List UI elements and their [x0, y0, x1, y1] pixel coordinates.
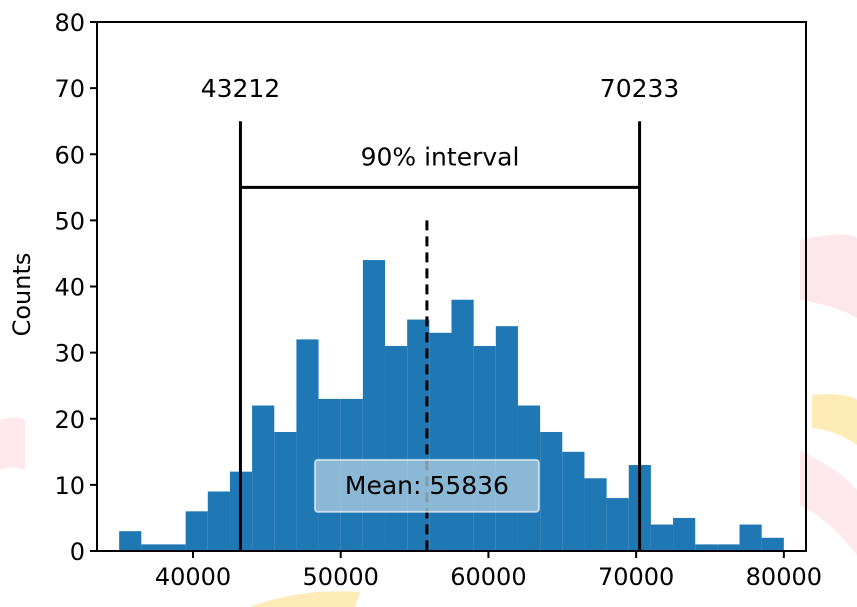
- histogram-bar: [274, 431, 297, 551]
- histogram-bar: [540, 431, 563, 551]
- histogram-bar: [119, 531, 142, 551]
- y-tick-label: 40: [54, 274, 85, 302]
- histogram-bar: [761, 537, 784, 551]
- histogram-bar: [141, 544, 164, 551]
- histogram-bar: [739, 524, 762, 551]
- x-tick-label: 40000: [155, 563, 231, 591]
- interval-lower-label: 43212: [201, 74, 281, 103]
- histogram-bar: [473, 346, 496, 551]
- x-tick-label: 60000: [450, 563, 526, 591]
- histogram-bar: [163, 544, 186, 551]
- y-tick-label: 80: [54, 9, 85, 37]
- histogram-bar: [606, 498, 629, 551]
- histogram-bar: [695, 544, 718, 551]
- histogram-bar: [185, 511, 208, 551]
- y-tick-label: 0: [70, 538, 85, 566]
- histogram-bar: [207, 491, 230, 551]
- y-tick-label: 70: [54, 75, 85, 103]
- pink-swoosh-bottom: [800, 450, 857, 555]
- histogram-bar: [296, 339, 319, 551]
- y-tick-label: 20: [54, 406, 85, 434]
- yellow-swoosh: [812, 394, 857, 445]
- histogram-bar: [673, 517, 696, 551]
- x-tick-label: 50000: [303, 563, 379, 591]
- histogram-bar: [584, 478, 607, 551]
- y-tick-label: 30: [54, 340, 85, 368]
- x-axis-ticks: 40000 50000 60000 70000 80000: [155, 551, 822, 591]
- interval-upper-label: 70233: [600, 74, 680, 103]
- interval-annotation: 43212 70233 90% interval: [201, 74, 680, 551]
- y-tick-label: 50: [54, 207, 85, 235]
- y-tick-label: 10: [54, 472, 85, 500]
- histogram-bar: [252, 405, 275, 551]
- mean-label: Mean: 55836: [345, 471, 509, 500]
- mean-label-box: [313, 458, 540, 513]
- pink-swoosh: [800, 234, 857, 318]
- left-pink-swoosh: [0, 417, 25, 470]
- histogram-bar: [385, 346, 408, 551]
- histogram-bar: [451, 299, 474, 551]
- y-axis-label: Counts: [8, 253, 36, 337]
- interval-label: 90% interval: [361, 142, 520, 171]
- x-tick-label: 80000: [746, 563, 822, 591]
- bottom-yellow-swoosh: [250, 591, 360, 607]
- histogram-bar: [495, 326, 518, 551]
- mean-annotation: Mean: 55836: [313, 458, 540, 513]
- histogram-bar: [717, 544, 740, 551]
- histogram-bar: [650, 524, 674, 551]
- histogram-bar: [429, 332, 452, 551]
- y-axis-ticks: 0 10 20 30 40 50 60 70 80: [54, 9, 97, 566]
- y-tick-label: 60: [54, 141, 85, 169]
- x-tick-label: 70000: [598, 563, 674, 591]
- histogram-bar: [562, 451, 585, 551]
